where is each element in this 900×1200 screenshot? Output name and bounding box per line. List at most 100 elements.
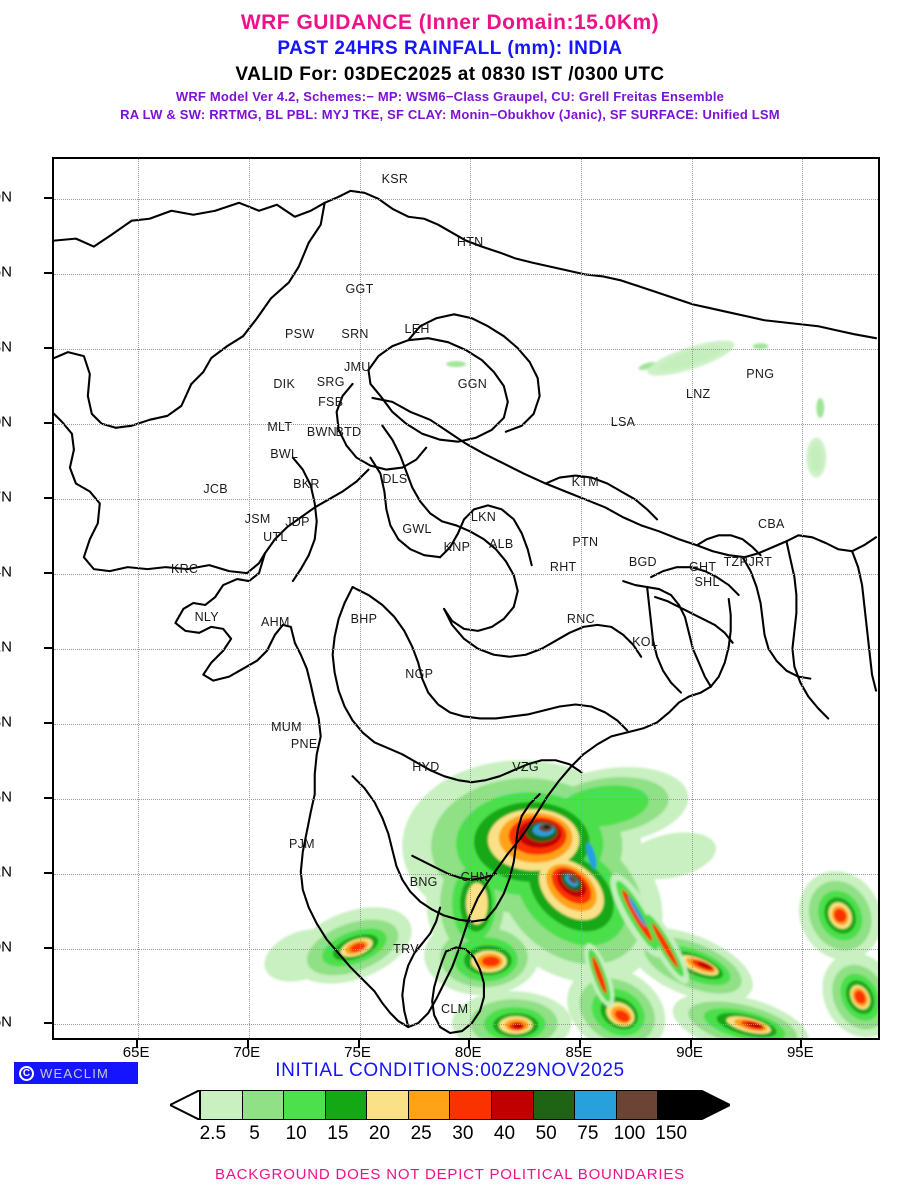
city-label: JCB	[203, 482, 228, 497]
city-label: LSA	[610, 414, 636, 429]
city-label: DIK	[273, 377, 296, 392]
lat-tick	[44, 647, 52, 650]
city-label: JMU	[344, 359, 371, 374]
page-subtitle: PAST 24HRS RAINFALL (mm): INDIA	[277, 38, 623, 59]
model-config-line-1: WRF Model Ver 4.2, Schemes:− MP: WSM6−Cl…	[175, 89, 725, 104]
colorbar-tick-label: 25	[410, 1123, 432, 1144]
gridline-lat	[54, 574, 878, 576]
lon-tick	[689, 1040, 692, 1048]
gridline-lon	[691, 159, 693, 1038]
page-header: WRF GUIDANCE (Inner Domain:15.0Km) PAST …	[0, 0, 900, 124]
gridline-lat	[54, 799, 878, 801]
colorbar-tick-label: 40	[493, 1123, 516, 1144]
city-label: PJM	[289, 837, 315, 852]
colorbar-tick-label: 2.5	[199, 1123, 227, 1144]
weaclim-watermark: C WEACLIM	[14, 1062, 138, 1084]
colorbar-cell	[367, 1091, 409, 1119]
lon-tick	[800, 1040, 803, 1048]
lat-label: 33N	[0, 338, 12, 356]
city-label: HYD	[412, 759, 440, 774]
gridline-lat	[54, 274, 878, 276]
city-label: BTD	[335, 424, 362, 439]
lat-label: 6N	[0, 1013, 12, 1031]
city-label: JDP	[285, 514, 310, 529]
lon-label: 65E	[122, 1044, 150, 1061]
city-label: FSB	[318, 394, 344, 409]
city-label: SRG	[316, 374, 345, 389]
lon-label: 85E	[565, 1044, 593, 1061]
gridline-lat	[54, 1024, 878, 1026]
city-label: BWL	[270, 447, 299, 462]
city-label: NGP	[405, 667, 434, 682]
city-label: LNZ	[685, 387, 711, 402]
city-label: SRN	[341, 327, 369, 342]
city-label: GHT	[689, 559, 717, 574]
city-label: PNE	[290, 737, 318, 752]
gridline-lat	[54, 724, 878, 726]
city-label: KSR	[381, 172, 409, 186]
lat-label: 30N	[0, 413, 12, 431]
map-canvas: KSR HTN GGT PSW LEH SRN JMU DIK SRG FSB GGN MLT BWN B…	[54, 159, 878, 1038]
gridline-lat	[54, 199, 878, 201]
lon-label: 90E	[676, 1044, 703, 1061]
disclaimer-note: BACKGROUND DOES NOT DEPICT POLITICAL BOU…	[215, 1166, 685, 1183]
colorbar-cell	[284, 1091, 326, 1119]
gridline-lon	[470, 159, 472, 1038]
lat-tick	[44, 797, 52, 800]
colorbar-cell	[408, 1091, 451, 1119]
city-label: KNP	[443, 539, 471, 554]
lat-label: 9N	[0, 938, 12, 956]
colorbar-cell	[533, 1091, 576, 1119]
city-label: TZP	[723, 554, 749, 569]
city-label: BWN	[306, 424, 337, 439]
colorbar-over-arrow-icon	[700, 1090, 730, 1120]
colorbar-tick-label: 5	[249, 1123, 260, 1144]
lat-tick	[44, 422, 52, 425]
colorbar-tick-label: 150	[655, 1123, 688, 1144]
city-label: VZG	[512, 759, 539, 774]
city-label: AHM	[261, 614, 290, 629]
gridline-lon	[248, 159, 250, 1038]
lat-label: 36N	[0, 263, 12, 281]
colorbar-under-arrow-icon	[170, 1090, 200, 1120]
rainfall-map[interactable]: KSR HTN GGT PSW LEH SRN JMU DIK SRG FSB GGN MLT BWN B…	[52, 157, 880, 1040]
city-label: PSW	[285, 327, 315, 342]
lat-tick	[44, 572, 52, 575]
city-label: TRV	[393, 942, 419, 957]
colorbar-cell	[492, 1091, 534, 1119]
lon-label: 80E	[454, 1044, 482, 1061]
lat-tick	[44, 272, 52, 275]
lat-tick	[44, 1022, 52, 1025]
gridline-lon	[580, 159, 582, 1038]
colorbar-tick-label: 75	[577, 1123, 599, 1144]
city-label: RHT	[549, 559, 577, 574]
city-label: KRC	[170, 562, 199, 577]
lat-tick	[44, 497, 52, 500]
lon-tick	[578, 1040, 581, 1048]
colorbar-cells	[200, 1090, 700, 1120]
gridline-lat	[54, 649, 878, 651]
lon-label: 70E	[233, 1044, 261, 1061]
city-label: BHP	[350, 612, 378, 627]
city-label: SHL	[694, 574, 720, 589]
city-label: PNG	[746, 367, 775, 382]
lat-label: 39N	[0, 188, 12, 206]
city-label: GWL	[402, 522, 432, 537]
city-label: BNG	[409, 874, 438, 889]
lat-label: 27N	[0, 488, 12, 506]
city-label: BKR	[293, 477, 320, 492]
city-label: JSM	[244, 512, 271, 527]
lat-tick	[44, 947, 52, 950]
gridline-lat	[54, 874, 878, 876]
colorbar-tick-label: 100	[613, 1123, 646, 1144]
colorbar-bands	[170, 1090, 730, 1120]
lon-label: 95E	[786, 1044, 814, 1061]
gridline-lat	[54, 949, 878, 951]
valid-time: VALID For: 03DEC2025 at 0830 IST /0300 U…	[235, 64, 665, 85]
colorbar-tick-label: 30	[452, 1123, 474, 1144]
city-label: CBA	[757, 517, 785, 532]
colorbar-legend: 2.5 5 10 15 20 25 30 40 50 75 100 150	[0, 1090, 900, 1149]
city-label: HTN	[456, 234, 484, 249]
city-label: GGT	[345, 282, 374, 297]
colorbar-tick-label: 15	[327, 1123, 349, 1144]
